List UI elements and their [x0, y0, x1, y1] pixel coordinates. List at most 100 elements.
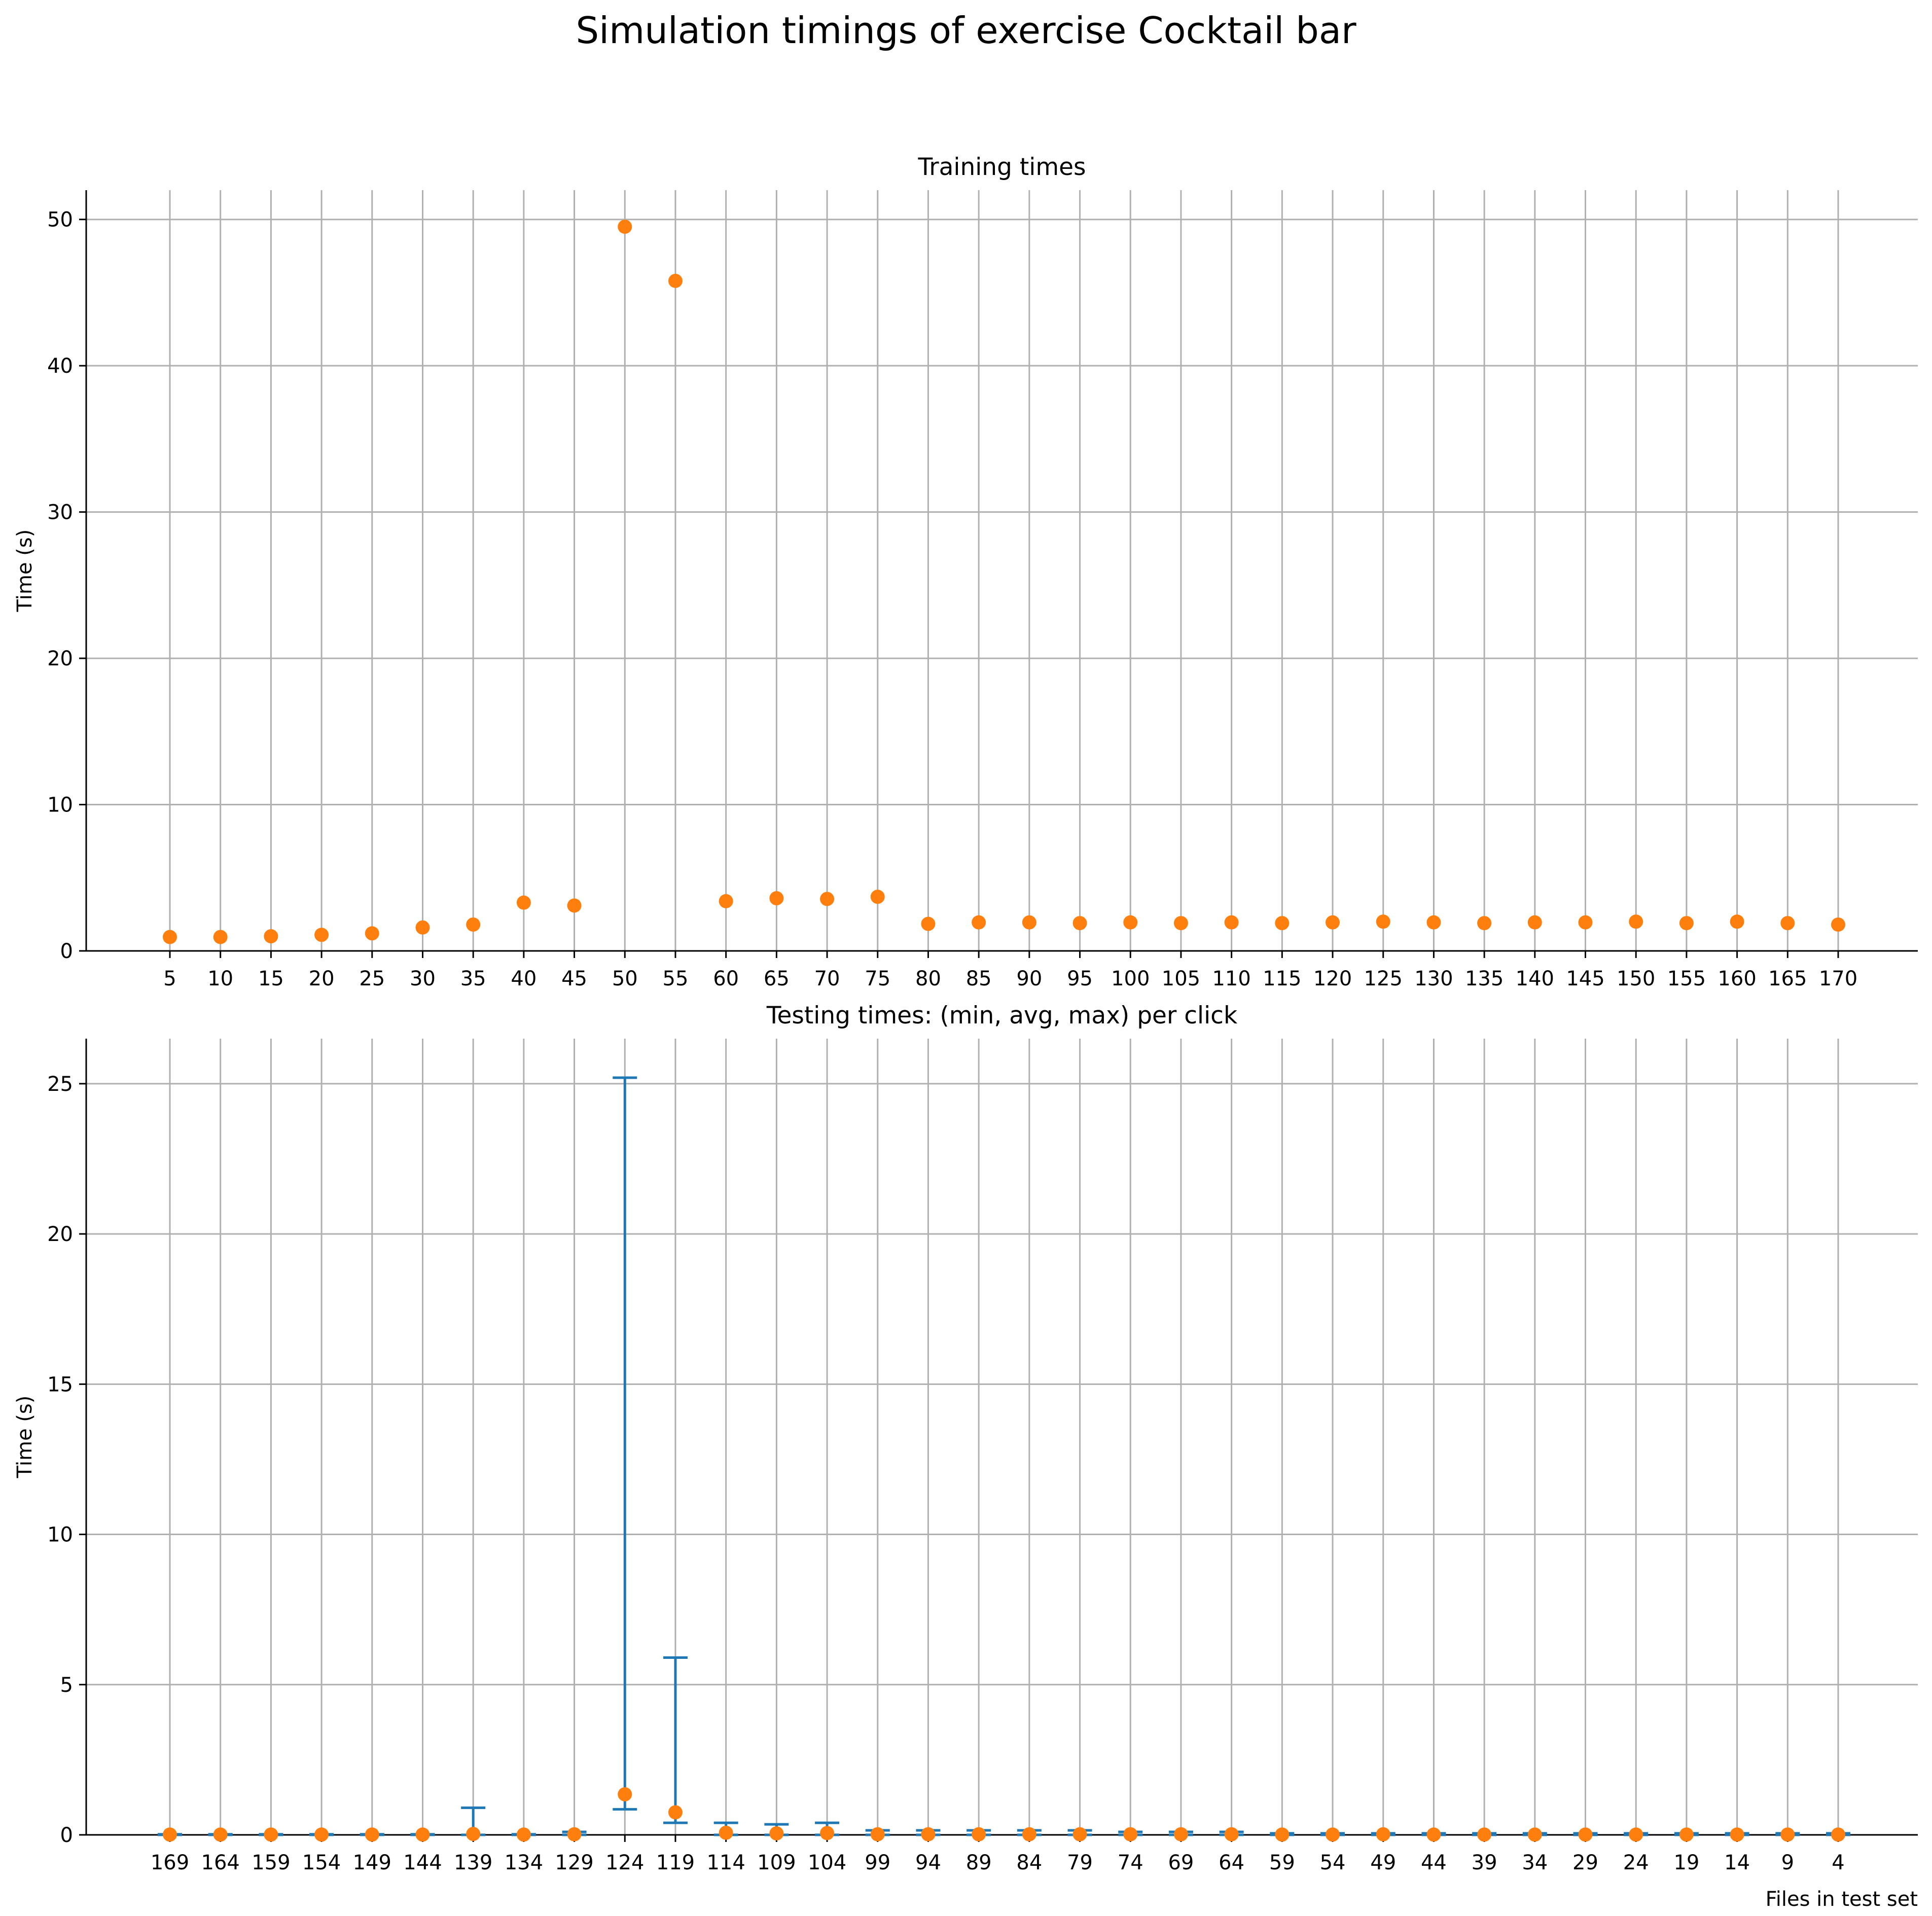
test-x-tick-label: 29 [1572, 1851, 1598, 1874]
train-data-point [163, 930, 177, 944]
train-x-tick-label: 30 [410, 967, 436, 990]
test-data-point [972, 1827, 986, 1841]
test-y-tick-label: 10 [47, 1523, 73, 1547]
test-x-tick-label: 59 [1269, 1851, 1295, 1874]
train-x-tick-label: 170 [1819, 967, 1857, 990]
test-x-tick-label: 74 [1118, 1851, 1143, 1874]
test-data-point [1578, 1827, 1593, 1842]
test-data-point [415, 1827, 430, 1842]
train-data-point [618, 220, 632, 234]
train-x-tick-label: 70 [814, 967, 840, 990]
test-x-tick-label: 154 [302, 1851, 341, 1874]
test-x-tick-label: 14 [1724, 1851, 1750, 1874]
test-x-tick-label: 19 [1673, 1851, 1699, 1874]
test-data-point [213, 1827, 228, 1842]
test-data-point [870, 1827, 885, 1841]
train-data-point [365, 926, 379, 941]
train-x-tick-label: 150 [1617, 967, 1655, 990]
test-y-axis-label: Time (s) [13, 1396, 37, 1479]
train-x-tick-label: 125 [1364, 967, 1403, 990]
test-x-tick-label: 49 [1370, 1851, 1396, 1874]
figure-title-wrap: Simulation timings of exercise Cocktail … [0, 9, 1932, 52]
test-x-tick-label: 124 [605, 1851, 644, 1874]
train-data-point [1224, 915, 1239, 930]
train-x-tick-label: 120 [1313, 967, 1352, 990]
train-data-point [1123, 915, 1138, 930]
train-data-point [972, 915, 986, 930]
figure-title: Simulation timings of exercise Cocktail … [576, 9, 1356, 52]
train-data-point [1326, 915, 1340, 930]
train-data-point [1072, 916, 1087, 931]
train-data-point [415, 920, 430, 935]
test-data-point [466, 1827, 481, 1841]
train-data-point [1780, 916, 1795, 931]
test-x-tick-label: 104 [808, 1851, 846, 1874]
train-x-tick-label: 75 [865, 967, 890, 990]
train-data-point [921, 916, 936, 931]
train-data-point [1275, 916, 1290, 931]
test-x-tick-label: 84 [1016, 1851, 1042, 1874]
test-x-tick-label: 39 [1472, 1851, 1497, 1874]
test-x-tick-label: 144 [403, 1851, 442, 1874]
test-x-tick-label: 24 [1623, 1851, 1649, 1874]
train-x-tick-label: 15 [258, 967, 284, 990]
test-data-point [1022, 1827, 1036, 1841]
test-data-point [1326, 1827, 1340, 1842]
train-data-point [1173, 916, 1188, 931]
test-data-point [1629, 1827, 1643, 1842]
test-x-tick-label: 99 [865, 1851, 890, 1874]
test-x-tick-label: 114 [706, 1851, 745, 1874]
test-data-point [921, 1827, 936, 1841]
test-y-tick-label: 20 [47, 1223, 73, 1246]
train-data-point [516, 895, 531, 910]
test-x-tick-label: 54 [1320, 1851, 1346, 1874]
test-data-point [163, 1827, 177, 1842]
train-y-tick-label: 50 [47, 208, 73, 232]
test-y-tick-label: 0 [60, 1824, 73, 1847]
test-x-tick-label: 69 [1168, 1851, 1194, 1874]
train-x-tick-label: 50 [612, 967, 638, 990]
train-x-tick-label: 60 [713, 967, 739, 990]
train-x-tick-label: 165 [1768, 967, 1807, 990]
train-data-point [264, 929, 278, 944]
train-data-point [1831, 917, 1845, 932]
train-data-point [213, 930, 228, 944]
test-x-tick-label: 149 [353, 1851, 391, 1874]
test-data-point [1679, 1827, 1694, 1842]
test-x-tick-label: 129 [555, 1851, 593, 1874]
test-x-tick-label: 159 [252, 1851, 290, 1874]
train-x-tick-label: 95 [1067, 967, 1093, 990]
test-data-point [1173, 1827, 1188, 1841]
test-data-point [820, 1826, 835, 1840]
test-x-axis-label: Files in test set [1766, 1888, 1918, 1911]
train-x-tick-label: 55 [663, 967, 689, 990]
test-data-point [264, 1827, 278, 1842]
test-x-tick-label: 94 [915, 1851, 941, 1874]
test-x-tick-label: 109 [757, 1851, 796, 1874]
train-x-tick-label: 5 [163, 967, 176, 990]
test-data-point [1780, 1827, 1795, 1842]
train-x-tick-label: 20 [309, 967, 335, 990]
train-x-tick-label: 110 [1212, 967, 1250, 990]
train-data-point [466, 917, 481, 932]
test-data-point [1730, 1827, 1744, 1842]
train-x-tick-label: 145 [1566, 967, 1604, 990]
test-x-tick-label: 79 [1067, 1851, 1093, 1874]
test-x-tick-label: 164 [201, 1851, 240, 1874]
test-data-point [314, 1827, 329, 1842]
train-data-point [1022, 915, 1036, 930]
test-data-point [1376, 1827, 1390, 1841]
test-y-tick-label: 15 [47, 1373, 73, 1396]
train-data-point [769, 891, 784, 906]
test-data-point [668, 1805, 683, 1820]
train-x-tick-label: 65 [764, 967, 790, 990]
train-data-point [567, 898, 582, 913]
train-x-tick-label: 25 [359, 967, 385, 990]
train-x-tick-label: 105 [1162, 967, 1200, 990]
train-x-tick-label: 135 [1465, 967, 1504, 990]
train-title: Training times [917, 153, 1086, 181]
train-x-tick-label: 35 [460, 967, 486, 990]
train-x-tick-label: 40 [511, 967, 536, 990]
